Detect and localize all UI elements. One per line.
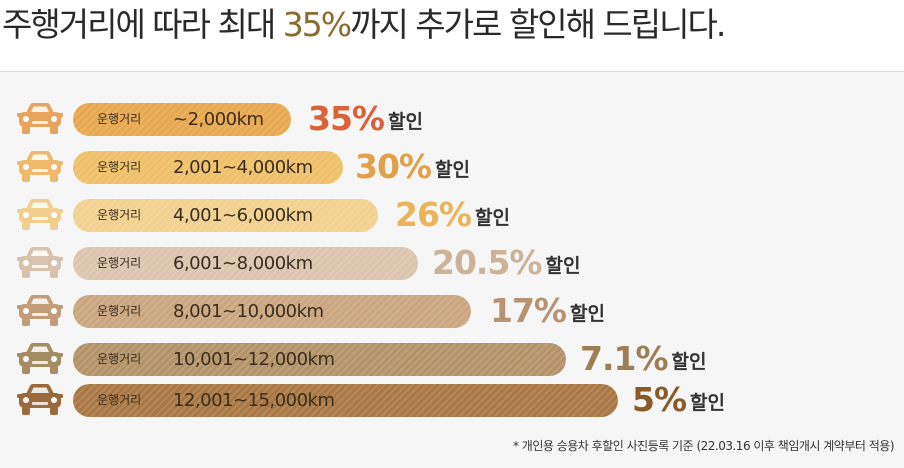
discount-percent: 30% <box>355 147 432 186</box>
discount-suffix: 할인 <box>545 255 581 277</box>
car-icon <box>14 380 66 420</box>
mileage-bar: 운행거리 12,001~15,000km <box>73 384 618 417</box>
discount-value: 26% 할인 <box>395 193 510 237</box>
mileage-label: 운행거리 <box>97 256 142 270</box>
discount-suffix: 할인 <box>435 159 470 181</box>
mileage-bar: 운행거리 2,001~4,000km <box>73 151 343 184</box>
mileage-label: 운행거리 <box>97 393 142 407</box>
discount-percent: 17% <box>490 291 567 330</box>
discount-percent: 35% <box>308 99 385 138</box>
footnote: * 개인용 승용차 후할인 사진등록 기준 (22.03.16 이후 책임개시 … <box>512 439 895 453</box>
discount-suffix: 할인 <box>475 207 510 229</box>
car-icon <box>14 195 66 235</box>
mileage-range: 10,001~12,000km <box>173 349 335 370</box>
car-icon <box>14 291 66 331</box>
headline-text: 주행거리에 따라 최대 <box>2 5 283 44</box>
discount-suffix: 할인 <box>690 392 725 414</box>
car-icon <box>14 339 66 379</box>
mileage-label: 운행거리 <box>97 208 142 222</box>
headline-text-end: 까지 추가로 할인해 드립니다. <box>350 5 726 44</box>
mileage-label: 운행거리 <box>97 160 142 174</box>
page-headline: 주행거리에 따라 최대 35%까지 추가로 할인해 드립니다. <box>2 2 726 48</box>
discount-tier-row: 운행거리 8,001~10,000km 17% 할인 <box>0 291 904 331</box>
divider <box>0 71 904 72</box>
discount-tier-row: 운행거리 10,001~12,000km 7.1% 할인 <box>0 339 904 379</box>
mileage-bar: 운행거리 6,001~8,000km <box>73 247 418 280</box>
discount-value: 20.5% 할인 <box>432 241 580 285</box>
discount-value: 35% 할인 <box>308 97 423 141</box>
discount-suffix: 할인 <box>671 351 707 373</box>
discount-tier-row: 운행거리 ~2,000km 35% 할인 <box>0 99 904 139</box>
mileage-range: ~2,000km <box>173 109 264 130</box>
discount-tier-row: 운행거리 4,001~6,000km 26% 할인 <box>0 195 904 235</box>
mileage-bar: 운행거리 8,001~10,000km <box>73 295 471 328</box>
discount-suffix: 할인 <box>388 111 423 133</box>
car-icon <box>14 99 66 139</box>
discount-value: 5% 할인 <box>632 378 725 422</box>
discount-percent: 7.1% <box>580 339 669 378</box>
discount-percent: 5% <box>632 380 687 419</box>
discount-value: 7.1% 할인 <box>580 337 707 381</box>
mileage-label: 운행거리 <box>97 304 142 318</box>
discount-value: 30% 할인 <box>355 145 470 189</box>
car-icon <box>14 147 66 187</box>
mileage-range: 6,001~8,000km <box>173 253 313 274</box>
discount-percent: 26% <box>395 195 472 234</box>
mileage-range: 12,001~15,000km <box>173 390 335 411</box>
discount-tier-row: 운행거리 6,001~8,000km 20.5% 할인 <box>0 243 904 283</box>
mileage-range: 2,001~4,000km <box>173 157 313 178</box>
discount-tier-row: 운행거리 12,001~15,000km 5% 할인 <box>0 380 904 420</box>
discount-tier-row: 운행거리 2,001~4,000km 30% 할인 <box>0 147 904 187</box>
discount-value: 17% 할인 <box>490 289 605 333</box>
mileage-bar: 운행거리 ~2,000km <box>73 103 291 136</box>
headline-highlight: 35% <box>282 5 352 44</box>
mileage-label: 운행거리 <box>97 112 142 126</box>
discount-percent: 20.5% <box>432 243 542 282</box>
mileage-label: 운행거리 <box>97 352 142 366</box>
mileage-bar: 운행거리 10,001~12,000km <box>73 343 566 376</box>
mileage-range: 4,001~6,000km <box>173 205 313 226</box>
mileage-range: 8,001~10,000km <box>173 301 324 322</box>
discount-suffix: 할인 <box>570 303 605 325</box>
mileage-bar: 운행거리 4,001~6,000km <box>73 199 378 232</box>
car-icon <box>14 243 66 283</box>
